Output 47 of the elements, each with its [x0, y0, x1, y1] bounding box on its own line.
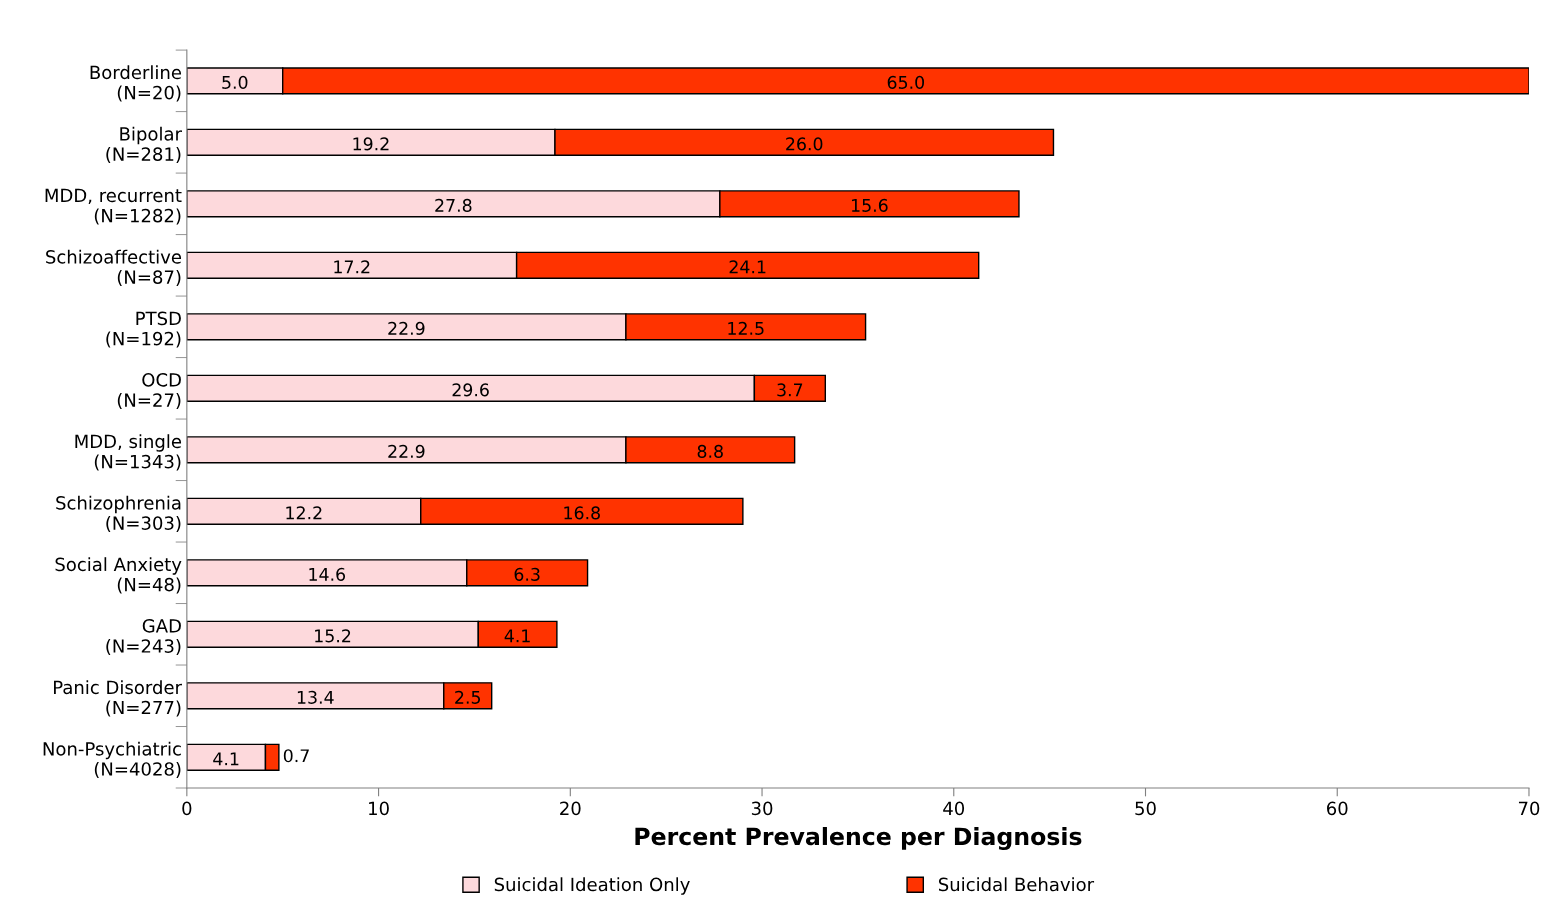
data-label: 16.8	[564, 506, 600, 520]
data-label: 29.6	[452, 383, 489, 397]
data-label: 4.1	[213, 752, 239, 766]
x-tick-label: 0	[182, 801, 192, 816]
y-tick-label: Borderline (N=20)	[90, 65, 182, 102]
x-tick-label: 20	[560, 801, 581, 816]
data-label: 27.8	[435, 198, 472, 212]
data-label: 24.1	[729, 260, 766, 274]
data-label: 6.3	[514, 567, 540, 581]
data-label: 13.4	[297, 690, 334, 704]
y-tick-label: OCD (N=27)	[117, 373, 181, 410]
legend-label: Suicidal Ideation Only	[494, 877, 690, 895]
x-axis-title: Percent Prevalence per Diagnosis	[635, 827, 1082, 851]
y-tick-label: PTSD (N=192)	[106, 311, 181, 348]
data-label: 12.5	[728, 321, 764, 335]
y-tick-label: MDD, recurrent (N=1282)	[45, 188, 182, 225]
x-tick-label: 60	[1327, 801, 1348, 816]
y-tick-label: Schizophrenia (N=303)	[56, 495, 181, 533]
data-label: 22.9	[388, 444, 425, 458]
data-label: 22.9	[388, 321, 425, 335]
y-tick-label: Schizoaffective (N=87)	[46, 249, 182, 287]
data-label: 2.5	[455, 690, 481, 704]
legend-label: Suicidal Behavior	[938, 877, 1095, 892]
data-label: 8.8	[697, 444, 723, 458]
y-tick-label: GAD (N=243)	[106, 619, 181, 656]
y-tick-label: MDD, single (N=1343)	[75, 434, 182, 471]
y-tick-label: Bipolar (N=281)	[106, 126, 182, 164]
data-label: 5.0	[222, 75, 248, 89]
y-tick-label: Panic Disorder (N=277)	[54, 680, 182, 717]
x-tick-label: 70	[1518, 801, 1540, 816]
data-label: 12.2	[286, 506, 322, 520]
data-label: 3.7	[777, 383, 803, 397]
y-tick-label: Social Anxiety (N=48)	[55, 557, 182, 594]
data-label: 4.1	[504, 629, 530, 643]
data-label: 65.0	[887, 75, 925, 89]
data-label: 14.6	[309, 567, 346, 581]
data-label: 15.6	[851, 198, 888, 212]
data-label: 19.2	[353, 137, 389, 151]
x-tick-label: 50	[1135, 801, 1156, 816]
data-label: 26.0	[786, 137, 823, 151]
x-tick-label: 40	[943, 801, 965, 816]
data-label: 15.2	[315, 629, 351, 643]
data-label: 17.2	[334, 260, 370, 274]
x-tick-label: 30	[751, 801, 773, 816]
x-tick-label: 10	[369, 801, 389, 816]
data-label: 0.7	[283, 749, 309, 763]
y-tick-label: Non-Psychiatric (N=4028)	[43, 741, 181, 778]
